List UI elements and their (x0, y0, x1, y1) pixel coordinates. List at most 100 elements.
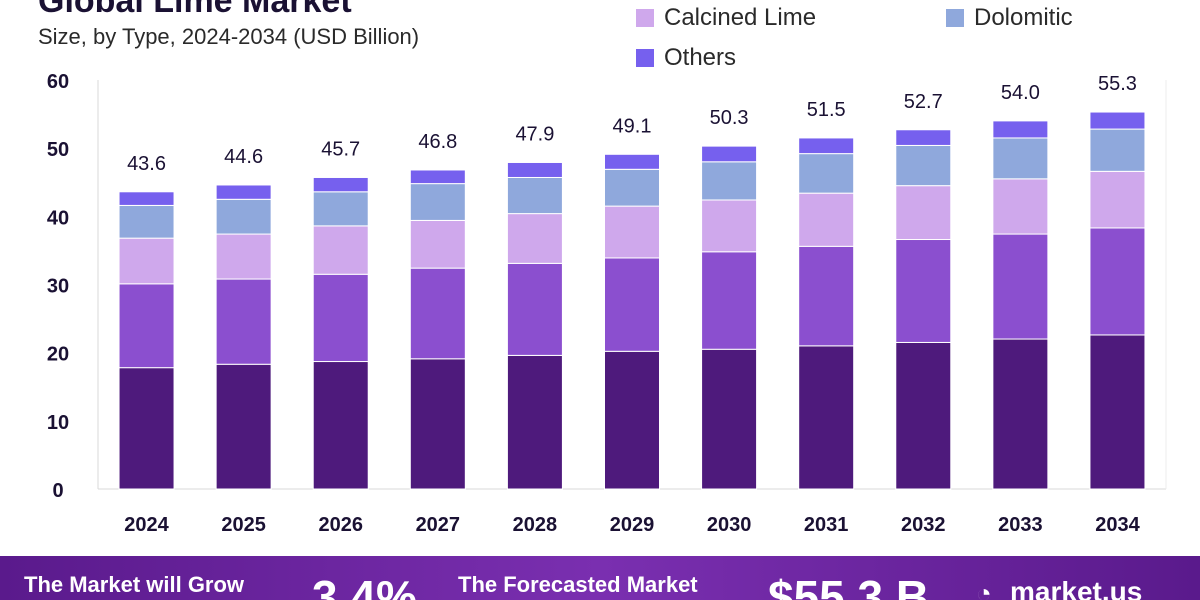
x-tick-label: 2026 (318, 514, 363, 536)
bar-segment (506, 161, 563, 178)
y-tick-label: 0 (52, 480, 63, 502)
bar-segment (409, 169, 466, 185)
x-tick-label: 2029 (610, 514, 655, 536)
x-tick-label: 2033 (998, 514, 1043, 536)
y-tick-label: 20 (47, 344, 69, 366)
legend-label-others: Others (664, 44, 737, 71)
bar-segment (215, 184, 272, 200)
bar-total-label: 52.7 (904, 91, 943, 113)
x-tick-label: 2032 (901, 514, 946, 536)
banner-forecast-label: The Forecasted Market (458, 572, 698, 597)
brand-logo-icon: ◔ (976, 578, 992, 600)
y-tick-label: 10 (47, 412, 69, 434)
stacked-bar-chart: 010203040506043.6202444.6202545.7202646.… (47, 71, 1167, 536)
bar-segment (798, 345, 855, 490)
bar-segment (1089, 128, 1146, 172)
bar-segment (992, 233, 1049, 340)
bar-segment (409, 183, 466, 221)
bar-segment (992, 137, 1049, 180)
x-tick-label: 2031 (804, 514, 849, 536)
bar-segment (895, 341, 952, 490)
bar-segment (604, 257, 660, 352)
legend-item-others: Others (636, 44, 736, 72)
legend-label-dolomitic: Dolomitic (974, 4, 1073, 31)
bar-segment (118, 237, 175, 285)
bar-segment (798, 245, 855, 347)
legend-swatch-dolomitic (946, 9, 964, 27)
bar-segment (312, 361, 369, 490)
bar-segment (409, 358, 466, 490)
bar-segment (1089, 111, 1146, 130)
bar-segment (798, 192, 855, 247)
bar-total-label: 54.0 (1001, 82, 1040, 104)
bar-segment (701, 348, 758, 490)
legend-label-calcined-lime: Calcined Lime (664, 4, 817, 31)
bar-segment (992, 120, 1049, 139)
brand-name: market.us (1010, 576, 1143, 600)
bar-segment (118, 367, 175, 490)
bar-segment (1089, 227, 1146, 336)
bar-segment (992, 338, 1049, 490)
bar-segment (798, 137, 855, 155)
y-tick-label: 50 (47, 139, 69, 161)
bar-segment (312, 225, 369, 275)
bar-segment (895, 144, 952, 187)
banner-grow-label: The Market will Grow (24, 572, 245, 597)
x-tick-label: 2024 (124, 514, 169, 536)
bar-segment (215, 363, 272, 490)
bar-segment (701, 145, 758, 163)
bar-segment (215, 233, 272, 280)
bar-segment (312, 176, 369, 193)
bar-segment (506, 354, 563, 490)
bar-segment (895, 239, 952, 343)
footer-banner: The Market will Grow 3.4% The Forecasted… (0, 556, 1200, 600)
y-tick-label: 30 (47, 276, 69, 298)
bar-segment (604, 153, 660, 170)
bar-segment (895, 185, 952, 241)
legend-item-calcined-lime: Calcined Lime (636, 4, 816, 32)
bar-segment (118, 191, 175, 206)
y-tick-label: 60 (47, 71, 69, 93)
x-tick-label: 2028 (513, 514, 558, 536)
banner-forecast-value: $55.3 B (768, 571, 930, 600)
bar-segment (506, 262, 563, 356)
bar-total-label: 44.6 (224, 146, 263, 168)
bar-segment (604, 205, 660, 259)
legend-swatch-others (636, 49, 654, 67)
chart-subtitle: Size, by Type, 2024-2034 (USD Billion) (38, 24, 420, 49)
bar-segment (118, 283, 175, 369)
bar-segment (506, 176, 563, 215)
bar-segment (895, 129, 952, 146)
bar-segment (409, 267, 466, 360)
bar-segment (312, 273, 369, 363)
bar-segment (798, 153, 855, 194)
bar-total-label: 51.5 (807, 99, 846, 121)
x-tick-label: 2027 (416, 514, 461, 536)
bar-segment (215, 198, 272, 235)
bar-segment (506, 213, 563, 264)
x-tick-label: 2034 (1095, 514, 1140, 536)
bar-segment (701, 251, 758, 350)
y-tick-label: 40 (47, 207, 69, 229)
chart-title: Global Lime Market (38, 0, 352, 20)
bar-total-label: 47.9 (515, 123, 554, 145)
bar-segment (1089, 334, 1146, 490)
x-tick-label: 2025 (221, 514, 266, 536)
bar-total-label: 43.6 (127, 153, 166, 175)
bar-segment (701, 199, 758, 253)
bar-segment (1089, 170, 1146, 229)
bar-segment (215, 278, 272, 365)
bar-segment (604, 168, 660, 207)
bar-total-label: 46.8 (418, 131, 457, 153)
bar-segment (409, 219, 466, 269)
banner-cagr: 3.4% (312, 571, 417, 600)
bar-segment (118, 204, 175, 239)
bar-segment (604, 350, 660, 490)
legend-swatch-calcined-lime (636, 9, 654, 27)
bar-segment (312, 191, 369, 227)
bar-segment (992, 178, 1049, 235)
legend-item-dolomitic: Dolomitic (946, 4, 1073, 32)
bar-total-label: 49.1 (613, 115, 652, 137)
bar-total-label: 45.7 (321, 138, 360, 160)
x-tick-label: 2030 (707, 514, 752, 536)
